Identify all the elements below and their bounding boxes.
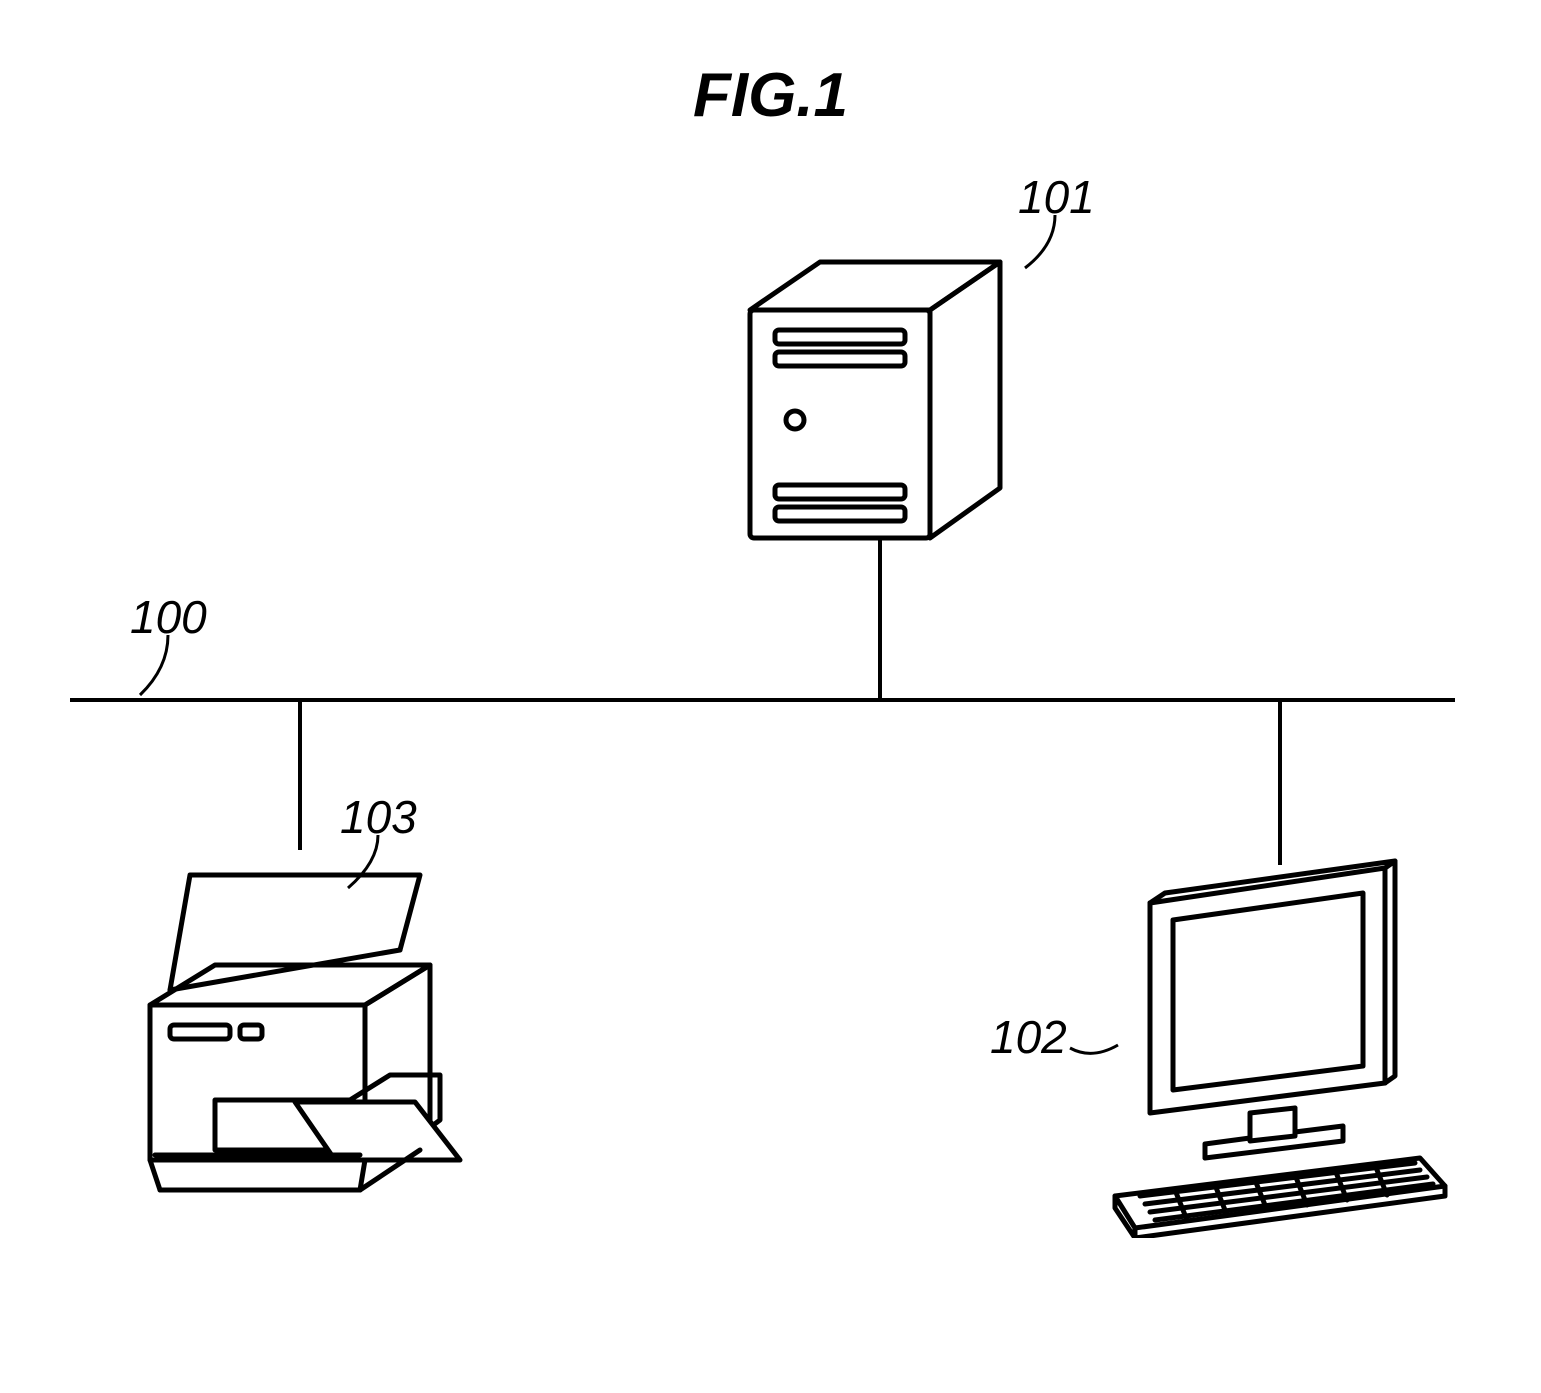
computer-icon	[1095, 858, 1465, 1238]
printer-icon	[120, 850, 540, 1220]
server-icon	[720, 250, 1040, 550]
leader-103	[0, 0, 300, 150]
ref-label-102: 102	[990, 1010, 1067, 1064]
figure-title: FIG.1	[693, 60, 848, 131]
